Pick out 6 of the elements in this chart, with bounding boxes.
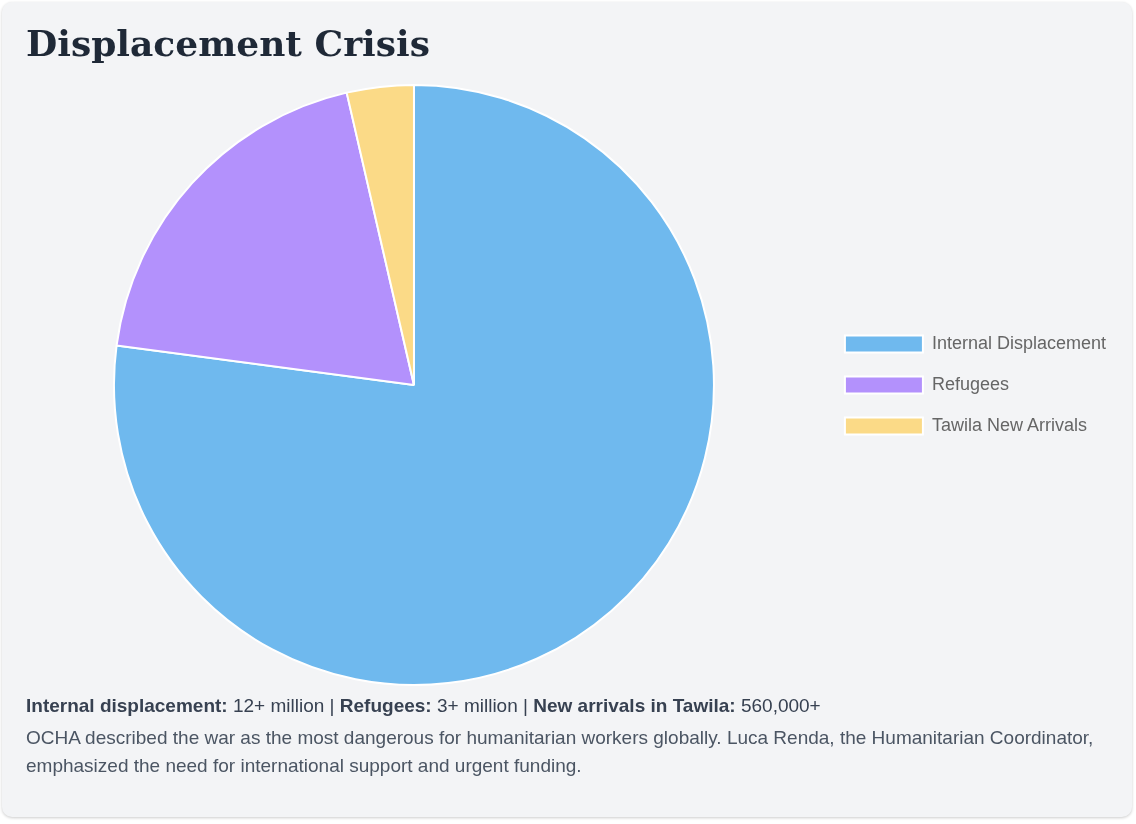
text: OCHA described the war as the most dangerous for humanitarian workers globally. Luca Renda, the Humanitarian Coordinator, emphasized the need for international support and urgent funding. <box>26 726 1095 778</box>
chart-title: Displacement Crisis <box>26 22 430 64</box>
text: Internal displacement: 12+ million | Refugees: 3+ million | New arrivals in Tawila: 560,000+ <box>26 694 822 718</box>
legend-label: Refugees <box>931 373 1009 394</box>
legend-label: Tawila New Arrivals <box>931 414 1087 435</box>
legend-label: Internal Displacement <box>931 332 1107 353</box>
